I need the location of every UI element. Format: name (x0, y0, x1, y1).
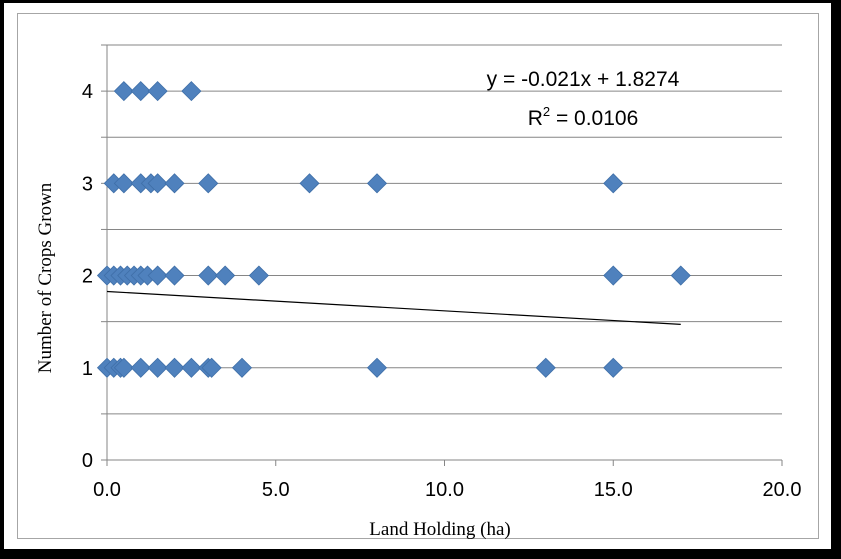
data-points (96, 81, 691, 378)
y-axis-title: Number of Crops Grown (35, 182, 56, 373)
data-point (535, 357, 556, 378)
data-point (181, 357, 202, 378)
data-point (603, 265, 624, 286)
data-point (113, 173, 134, 194)
data-point (147, 265, 168, 286)
data-point (113, 81, 134, 102)
data-point (164, 357, 185, 378)
data-point (130, 357, 151, 378)
data-point (164, 265, 185, 286)
data-point (113, 357, 134, 378)
data-point (164, 173, 185, 194)
trendline (106, 290, 681, 325)
trendline-path (106, 290, 681, 325)
data-point (248, 265, 269, 286)
data-point (198, 173, 219, 194)
data-point (147, 81, 168, 102)
x-tick-label: 0.0 (93, 479, 121, 501)
data-point (231, 357, 253, 378)
x-axis-title: Land Holding (ha) (369, 519, 510, 540)
data-point (181, 81, 202, 102)
data-point (366, 357, 388, 378)
y-tick-label: 2 (82, 266, 93, 288)
gridlines (107, 44, 782, 415)
trendline-equation: y = -0.021x + 1.8274 (487, 68, 680, 91)
x-tick-label: 5.0 (262, 479, 290, 501)
x-tick-label: 15.0 (594, 479, 633, 501)
data-point (603, 357, 624, 378)
y-tick-label: 0 (82, 450, 93, 472)
y-tick-label: 4 (82, 81, 93, 103)
data-point (603, 173, 624, 194)
axes (101, 44, 783, 466)
data-point (670, 265, 691, 286)
x-tick-label: 20.0 (763, 479, 802, 501)
y-tick-label: 3 (82, 173, 93, 195)
x-tick-labels: 0.0 5.0 10.0 15.0 20.0 (93, 479, 801, 501)
y-tick-labels: 0 1 2 3 4 (82, 81, 93, 472)
data-point (215, 265, 236, 286)
chart-area (17, 13, 819, 539)
r-squared-label: R2 = 0.0106 (528, 104, 639, 130)
data-point (366, 173, 388, 194)
data-point (130, 81, 151, 102)
x-tick-label: 10.0 (425, 479, 464, 501)
data-point (299, 173, 320, 194)
y-tick-label: 1 (82, 358, 93, 380)
data-point (147, 357, 168, 378)
data-point (198, 265, 219, 286)
data-point (147, 173, 168, 194)
data-point (201, 357, 222, 378)
